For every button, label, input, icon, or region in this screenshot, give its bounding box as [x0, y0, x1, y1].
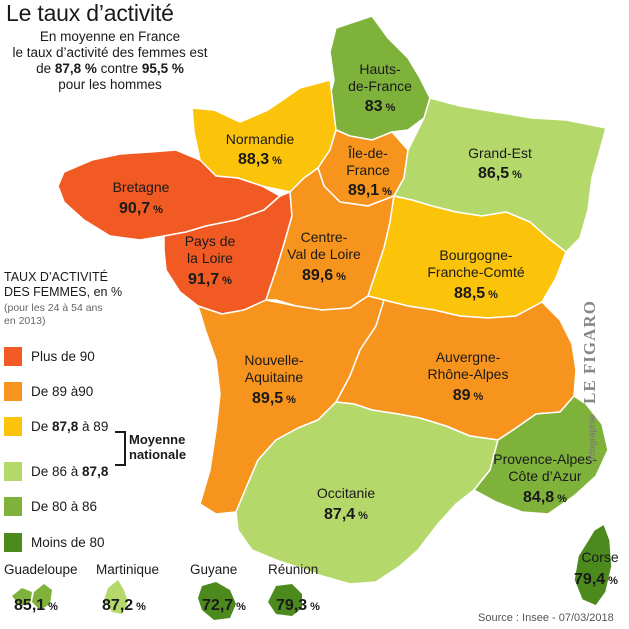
- legend-swatch: [4, 532, 22, 552]
- label-auvergne-name1: Auvergne-: [436, 349, 501, 365]
- overseas-guadeloupe-shape[interactable]: [12, 584, 52, 610]
- label-guadeloupe-value: 85,1%: [14, 597, 58, 614]
- label-centre-name2: Val de Loire: [287, 246, 361, 262]
- moyenne-nationale-label: Moyenne nationale: [129, 432, 187, 462]
- label-centre-name1: Centre-: [301, 229, 348, 245]
- label-auvergne-value: 89%: [453, 387, 484, 404]
- overseas-reunion-name: Réunion: [268, 562, 319, 577]
- legend-swatch: [4, 381, 22, 401]
- moyenne-bracket-bottom: [115, 464, 125, 466]
- le-figaro-logo: LE FIGARO: [580, 300, 599, 404]
- infographie-label: Infographie: [587, 414, 598, 462]
- page-title: Le taux d’activité: [6, 0, 174, 26]
- label-paca-name2: Côte d’Azur: [508, 468, 581, 484]
- label-normandie-value: 88,3%: [238, 151, 282, 168]
- label-hauts-de-france-value: 83%: [365, 98, 396, 115]
- label-bretagne-value: 90,7%: [119, 200, 163, 217]
- label-nouvelle-aquitaine-name2: Aquitaine: [245, 369, 304, 385]
- label-hauts-de-france-name2: de-France: [348, 78, 412, 94]
- figaro-credit: Infographie LE FIGARO: [580, 300, 600, 462]
- label-ile-de-france-name1: Île-de-: [347, 145, 388, 161]
- men-rate: 95,5 %: [141, 61, 184, 76]
- label-grand-est-value: 86,5%: [478, 165, 522, 182]
- label-guyane-value: 72,7%: [202, 597, 246, 614]
- moyenne-bracket: [124, 431, 126, 466]
- legend-swatch: [4, 496, 22, 516]
- overseas-guyane-name: Guyane: [190, 562, 238, 577]
- legend-item-moins-80: Moins de 80: [4, 532, 105, 552]
- label-pays-de-la-loire-value: 91,7%: [188, 271, 232, 288]
- legend-item-878-89: De 87,8 à 89: [4, 416, 108, 436]
- region-paca[interactable]: [473, 395, 609, 515]
- label-bourgogne-name2: Franche-Comté: [427, 264, 524, 280]
- women-rate: 87,8 %: [54, 61, 97, 76]
- label-hauts-de-france-name1: Hauts-: [359, 61, 401, 77]
- label-bourgogne-name1: Bourgogne-: [439, 247, 513, 263]
- label-martinique-value: 87,2%: [102, 597, 146, 614]
- label-nouvelle-aquitaine-name1: Nouvelle-: [244, 352, 303, 368]
- legend-title: TAUX D’ACTIVITÉ DES FEMMES, en %: [4, 270, 123, 299]
- overseas-martinique-name: Martinique: [96, 562, 160, 577]
- legend-item-80-86: De 80 à 86: [4, 496, 97, 516]
- label-auvergne-name2: Rhône-Alpes: [428, 366, 509, 382]
- subtitle-line4: pour les hommes: [58, 77, 162, 92]
- label-nouvelle-aquitaine-value: 89,5%: [252, 390, 296, 407]
- label-occitanie-name: Occitanie: [317, 485, 376, 501]
- region-occitanie[interactable]: [235, 401, 499, 585]
- legend-swatch: [4, 346, 22, 366]
- legend-item-86-878: De 86 à 87,8: [4, 461, 108, 481]
- legend-item-plus-90: Plus de 90: [4, 346, 95, 366]
- label-grand-est-name: Grand-Est: [468, 145, 532, 161]
- subtitle-line2: le taux d’activité des femmes est: [12, 45, 208, 60]
- legend-swatch: [4, 416, 22, 436]
- label-corse-name: Corse: [581, 549, 619, 565]
- label-bourgogne-value: 88,5%: [454, 285, 498, 302]
- region-labels: Hauts- de-France 83% Normandie 88,3% Île…: [14, 61, 619, 614]
- subtitle: En moyenne en France le taux d’activité …: [6, 29, 214, 93]
- label-corse-value: 79,4%: [574, 571, 618, 588]
- label-paca-name1: Provence-Alpes-: [493, 451, 597, 467]
- label-paca-value: 84,8%: [523, 489, 567, 506]
- overseas-reunion-shape[interactable]: [268, 584, 302, 616]
- label-bretagne-name: Bretagne: [113, 179, 170, 195]
- legend-note: (pour les 24 à 54 ans en 2013): [4, 302, 103, 327]
- legend-item-89-90: De 89 à90: [4, 381, 93, 401]
- label-normandie-name: Normandie: [226, 131, 295, 147]
- region-corse[interactable]: [573, 523, 613, 607]
- label-pays-de-la-loire-name1: Pays de: [185, 233, 236, 249]
- overseas-guyane-shape[interactable]: [198, 582, 236, 620]
- overseas-martinique-shape[interactable]: [104, 580, 128, 614]
- label-occitanie-value: 87,4%: [324, 506, 368, 523]
- label-reunion-value: 79,3%: [276, 597, 320, 614]
- label-ile-de-france-value: 89,1%: [348, 182, 392, 199]
- legend-swatch: [4, 461, 22, 481]
- label-pays-de-la-loire-name2: la Loire: [187, 250, 233, 266]
- subtitle-line3: de 87,8 % contre 95,5 %: [36, 61, 184, 76]
- label-centre-value: 89,6%: [302, 267, 346, 284]
- source-note: Source : Insee - 07/03/2018: [478, 612, 614, 624]
- overseas-guadeloupe-name: Guadeloupe: [4, 562, 78, 577]
- moyenne-bracket-top: [115, 431, 125, 433]
- subtitle-line1: En moyenne en France: [39, 29, 181, 44]
- label-ile-de-france-name2: France: [346, 162, 390, 178]
